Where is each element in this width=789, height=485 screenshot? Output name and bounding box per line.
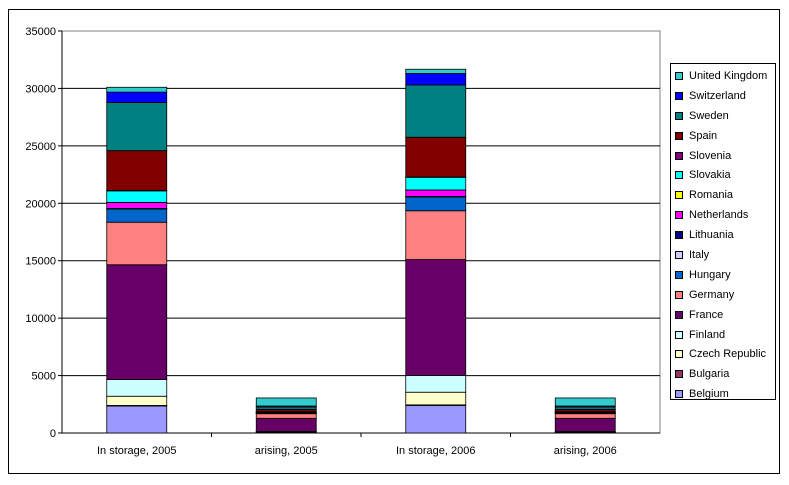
legend-item: United Kingdom	[671, 66, 775, 86]
legend-label: Sweden	[689, 109, 729, 122]
bar-segment-belgium	[405, 405, 467, 434]
bar-segment-hungary	[405, 196, 467, 212]
bar-segment-switzerland	[405, 73, 467, 86]
legend-swatch	[675, 390, 683, 399]
legend: United Kingdom Switzerland Sweden Spain Slov…	[670, 63, 776, 400]
legend-item: Slovenia	[671, 146, 775, 166]
bar-segment-united-kingdom	[405, 68, 467, 74]
legend-swatch	[675, 171, 683, 180]
y-tick-label: 5000	[32, 371, 56, 383]
y-tick-label: 30000	[25, 83, 56, 95]
legend-label: Italy	[689, 248, 710, 261]
bar-segment-finland	[106, 379, 168, 397]
bar-segment-france	[405, 259, 467, 376]
bar-segment-slovakia	[405, 176, 467, 191]
legend-swatch	[675, 290, 683, 299]
bar-segment-france	[554, 417, 616, 432]
legend-label: France	[689, 308, 724, 321]
bar-segment-united-kingdom	[255, 397, 317, 407]
bar-segment-spain	[405, 136, 467, 178]
bar-segment-united-kingdom	[106, 86, 168, 93]
legend-item: Belgium	[671, 384, 775, 404]
legend-label: Netherlands	[689, 209, 749, 222]
legend-swatch	[675, 370, 683, 379]
legend-swatch	[675, 111, 683, 120]
legend-label: Finland	[689, 328, 726, 341]
bar-segment-netherlands	[106, 202, 168, 209]
x-tick-label: In storage, 2005	[97, 445, 177, 457]
bar-segment-finland	[405, 375, 467, 393]
legend-label: Lithuania	[689, 229, 734, 242]
bar-segment-czech-republic	[106, 395, 168, 406]
bar-segment-czech-republic	[405, 391, 467, 406]
legend-item: Sweden	[671, 106, 775, 126]
legend-swatch	[675, 211, 683, 220]
legend-item: Finland	[671, 325, 775, 345]
legend-item: Romania	[671, 185, 775, 205]
legend-label: Germany	[689, 288, 735, 301]
legend-label: Slovakia	[689, 169, 731, 182]
legend-item: Italy	[671, 245, 775, 265]
bar-segment-slovakia	[106, 190, 168, 203]
legend-swatch	[675, 91, 683, 100]
bar-segment-germany	[554, 413, 616, 419]
legend-swatch	[675, 71, 683, 80]
bar-segment-united-kingdom	[554, 397, 616, 407]
legend-swatch	[675, 250, 683, 259]
legend-label: United Kingdom	[689, 69, 768, 82]
y-tick-label: 15000	[25, 256, 56, 268]
legend-swatch	[675, 310, 683, 319]
legend-swatch	[675, 191, 683, 200]
bar-segment-hungary	[106, 208, 168, 223]
legend-item: Netherlands	[671, 205, 775, 225]
legend-item: Czech Republic	[671, 344, 775, 364]
bar-segment-switzerland	[106, 91, 168, 103]
legend-item: Hungary	[671, 265, 775, 285]
bar-segment-germany	[405, 210, 467, 260]
legend-swatch	[675, 270, 683, 279]
x-tick-label: In storage, 2006	[396, 445, 476, 457]
legend-item: Spain	[671, 126, 775, 146]
legend-label: Czech Republic	[689, 348, 767, 361]
legend-swatch	[675, 151, 683, 160]
legend-item: Bulgaria	[671, 364, 775, 384]
bar-segment-sweden	[106, 102, 168, 152]
legend-swatch	[675, 131, 683, 140]
y-tick-label: 10000	[25, 313, 56, 325]
x-tick-label: arising, 2005	[255, 445, 318, 457]
legend-swatch	[675, 350, 683, 359]
bar-segment-germany	[106, 221, 168, 266]
y-tick-label: 35000	[25, 26, 56, 38]
legend-label: Switzerland	[689, 89, 746, 102]
y-tick-label: 25000	[25, 141, 56, 153]
legend-label: Romania	[689, 189, 734, 202]
bar-segment-france	[106, 264, 168, 380]
legend-label: Spain	[689, 129, 718, 142]
legend-swatch	[675, 330, 683, 339]
bar-segment-sweden	[405, 84, 467, 138]
bar-segment-netherlands	[405, 189, 467, 197]
y-tick-label: 0	[50, 428, 56, 440]
bar-segment-belgium	[106, 405, 168, 434]
legend-label: Bulgaria	[689, 368, 730, 381]
bar-segment-france	[255, 417, 317, 432]
legend-item: France	[671, 305, 775, 325]
bar-segment-germany	[255, 413, 317, 419]
y-tick-label: 20000	[25, 198, 56, 210]
legend-label: Belgium	[689, 388, 729, 401]
legend-swatch	[675, 231, 683, 240]
legend-item: Lithuania	[671, 225, 775, 245]
legend-label: Hungary	[689, 268, 731, 281]
legend-item: Slovakia	[671, 165, 775, 185]
legend-label: Slovenia	[689, 149, 732, 162]
bar-segment-spain	[106, 150, 168, 191]
legend-item: Switzerland	[671, 86, 775, 106]
legend-item: Germany	[671, 285, 775, 305]
x-tick-label: arising, 2006	[554, 445, 617, 457]
